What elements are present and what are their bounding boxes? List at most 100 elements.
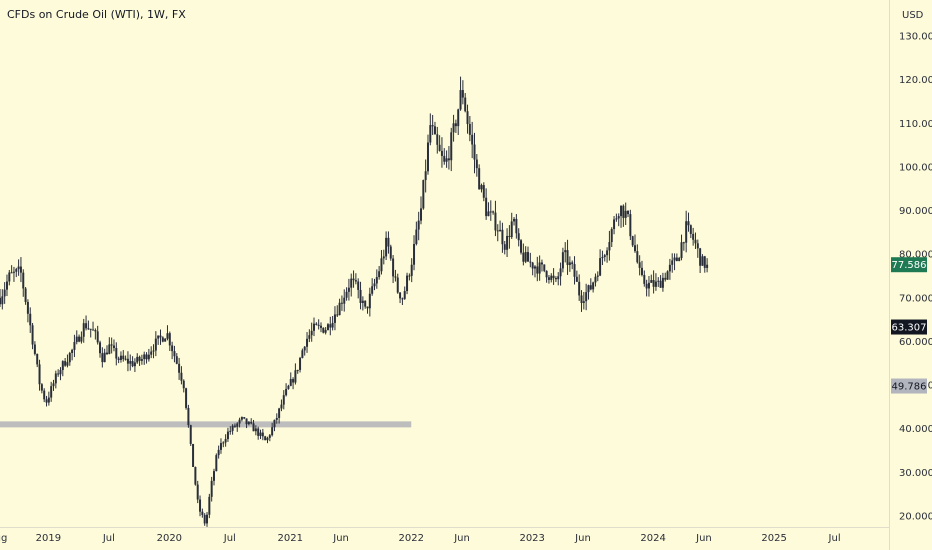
candle-body: [447, 158, 450, 161]
candle-body: [431, 125, 434, 127]
candle-body: [345, 291, 348, 298]
candle-body: [410, 264, 413, 276]
candle-body: [238, 419, 241, 424]
candle-body: [640, 267, 643, 275]
candle-body: [645, 283, 648, 289]
time-axis[interactable]: Aug 2019 Jul 2020 Jul 2021 Jun 2022 Jun 2023 Jun 20…: [0, 533, 841, 544]
candle-body: [29, 313, 32, 326]
candle-body: [568, 262, 571, 265]
candle-body: [206, 514, 209, 524]
candle-body: [233, 425, 236, 427]
candle-body: [445, 158, 448, 162]
candle-body: [189, 425, 192, 444]
candle-body: [122, 355, 125, 360]
candle-body: [126, 358, 129, 364]
candle-body: [580, 295, 583, 303]
candle-body: [687, 221, 690, 226]
x-tick-label: Jun: [453, 533, 470, 544]
candle-body: [496, 230, 499, 232]
y-tick-label: 30.000: [899, 468, 932, 479]
candle-body: [15, 269, 18, 272]
candle-body: [54, 373, 57, 384]
price-marker-badge: 63.307: [892, 323, 927, 334]
candle-body: [61, 361, 64, 371]
candle-body: [82, 323, 85, 337]
x-tick-label: Aug: [0, 533, 7, 544]
candle-body: [329, 324, 332, 328]
candle-body: [152, 350, 155, 352]
candle-body: [36, 353, 39, 365]
candle-body: [482, 185, 485, 198]
candle-body: [145, 354, 148, 360]
candle-body: [59, 370, 62, 375]
candle-body: [257, 428, 260, 436]
candle-body: [299, 357, 302, 370]
candle-body: [294, 370, 297, 383]
candle-body: [408, 275, 411, 277]
candle-body: [178, 363, 181, 373]
candle-body: [75, 336, 78, 343]
candle-body: [413, 244, 416, 265]
candle-body: [22, 272, 25, 289]
candle-body: [347, 287, 350, 292]
candle-body: [499, 229, 502, 232]
candle-body: [147, 354, 150, 360]
price-axis[interactable]: 130.000 120.000 110.000 100.000 90.000 80.000…: [899, 32, 932, 523]
support-zone[interactable]: [0, 421, 412, 428]
candle-body: [703, 256, 706, 268]
chart-title: CFDs on Crude Oil (WTI), 1W, FX: [7, 8, 186, 21]
candle-body: [485, 197, 488, 217]
candle-body: [543, 264, 546, 271]
candle-body: [492, 211, 495, 213]
candle-body: [313, 323, 316, 331]
candle-body: [5, 281, 8, 290]
candle-body: [231, 425, 234, 431]
candle-body: [536, 266, 539, 274]
candle-body: [194, 466, 197, 485]
candle-body: [208, 496, 211, 515]
candle-body: [52, 383, 55, 387]
candle-body: [203, 515, 206, 524]
candle-body: [401, 298, 404, 300]
candle-body: [201, 511, 204, 516]
candle-body: [306, 338, 309, 347]
y-tick-label: 90.000: [899, 206, 932, 217]
x-tick-label: 2019: [36, 533, 61, 544]
candle-body: [517, 233, 520, 241]
candle-body: [85, 323, 88, 329]
candle-body: [638, 262, 641, 268]
candle-body: [129, 361, 132, 364]
candle-body: [429, 125, 432, 143]
candle-body: [364, 300, 367, 307]
candle-body: [275, 417, 278, 420]
y-tick-label: 60.000: [899, 337, 932, 348]
candle-body: [675, 257, 678, 261]
candle-body: [8, 272, 11, 282]
candle-body: [254, 428, 257, 432]
candle-body: [422, 180, 425, 209]
candle-body: [19, 266, 22, 273]
candle-body: [424, 171, 427, 181]
candle-body: [664, 277, 667, 280]
candle-body: [375, 277, 378, 284]
currency-label[interactable]: USD: [902, 10, 924, 21]
candle-body: [133, 362, 136, 367]
candle-body: [210, 480, 213, 497]
candle-body: [561, 252, 564, 269]
x-tick-label: Jun: [574, 533, 591, 544]
x-tick-label: Jun: [695, 533, 712, 544]
candle-body: [426, 142, 429, 172]
price-marker-badge-bg: [891, 319, 927, 335]
candle-body: [0, 297, 1, 305]
candle-body: [657, 280, 660, 282]
candle-body: [357, 281, 360, 290]
candle-body: [222, 442, 225, 444]
price-badges: 77.586 63.307 49.786: [891, 257, 927, 394]
candle-body: [282, 395, 285, 405]
candle-body: [171, 345, 174, 352]
candle-body: [627, 210, 630, 215]
candle-body: [110, 344, 113, 346]
last-price-badge: 77.586: [892, 260, 927, 271]
candle-body: [187, 407, 190, 426]
